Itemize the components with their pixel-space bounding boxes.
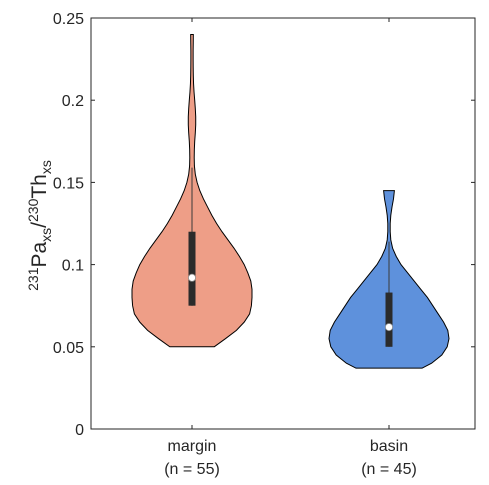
y-tick-label: 0.25	[53, 11, 84, 28]
y-tick-label: 0.1	[62, 258, 84, 275]
y-tick-label: 0.15	[53, 175, 84, 192]
y-axis-label-part: Th	[28, 174, 51, 199]
x-tick-count-margin: (n = 55)	[164, 461, 220, 478]
x-tick-label-basin: basin	[370, 438, 408, 455]
violins-layer	[131, 33, 450, 369]
iqr-box-basin	[385, 292, 393, 347]
y-axis-label-part: 231	[25, 267, 41, 291]
iqr-box-margin	[188, 231, 196, 306]
y-axis-label-part: 230	[25, 198, 41, 222]
y-axis-label-part: xs	[38, 160, 54, 174]
plot-frame	[90, 17, 476, 430]
x-tick-label-margin: margin	[168, 438, 217, 455]
y-axis-label-part: Pa	[28, 242, 51, 268]
y-axis-label-part: /	[28, 222, 51, 228]
x-tick-count-basin: (n = 45)	[361, 461, 417, 478]
y-tick-label: 0.05	[53, 340, 84, 357]
y-axis-label-part: xs	[38, 228, 54, 242]
median-marker-margin	[187, 273, 196, 282]
axes-layer: margin (n = 55) basin (n = 45) 0 0.05 0.1 0.15 0…	[53, 11, 476, 478]
median-marker-basin	[384, 323, 393, 332]
y-tick-label: 0.2	[62, 93, 84, 110]
y-tick-label: 0	[75, 422, 84, 439]
y-axis-label: 231Paxs/230Thxs	[25, 160, 54, 291]
